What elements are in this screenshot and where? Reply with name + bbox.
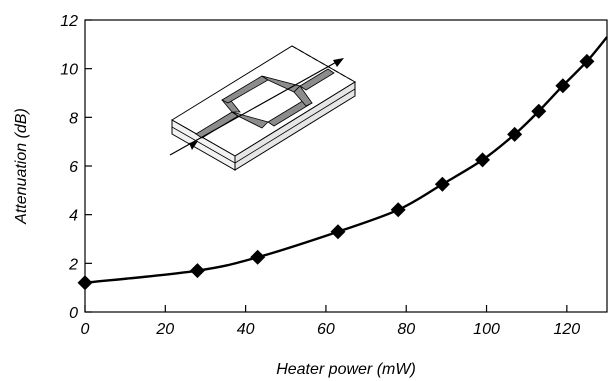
y-tick-label: 6 — [69, 159, 78, 176]
x-tick-label: 80 — [397, 321, 415, 338]
y-axis-label: Attenuation (dB) — [13, 108, 30, 225]
waveguide-join — [293, 85, 313, 107]
data-point — [555, 78, 571, 94]
x-tick-label: 40 — [237, 321, 255, 338]
data-point — [531, 103, 547, 119]
x-tick-label: 120 — [553, 321, 580, 338]
data-point — [579, 53, 595, 69]
data-curve — [84, 36, 608, 284]
mach-zehnder-interferometer-icon — [169, 45, 356, 171]
data-point — [330, 224, 346, 240]
x-tick-label: 100 — [473, 321, 500, 338]
waveguide-output — [299, 68, 335, 91]
plot-frame — [84, 19, 608, 313]
data-point — [189, 263, 205, 279]
plot-border — [84, 19, 608, 313]
y-tick-label: 0 — [69, 305, 78, 322]
y-tick-label: 10 — [60, 62, 78, 79]
y-tick-label: 8 — [69, 110, 78, 127]
axis-ticks — [84, 19, 568, 313]
data-point — [77, 275, 93, 291]
data-point — [507, 126, 523, 142]
x-tick-label: 60 — [317, 321, 335, 338]
arrow-head-input — [189, 141, 198, 150]
data-point — [250, 249, 266, 265]
waveguide — [195, 68, 335, 139]
light-path — [169, 59, 341, 156]
data-point — [434, 176, 450, 192]
data-markers — [77, 53, 595, 291]
tick-labels: 0 20 40 60 80 100 120 0 2 4 6 8 10 12 — [60, 13, 580, 338]
slab-layer-line — [171, 126, 236, 164]
y-tick-label: 12 — [60, 13, 78, 30]
data-point — [475, 152, 491, 168]
x-axis-label: Heater power (mW) — [276, 361, 416, 378]
arrow-head — [333, 58, 344, 67]
dashed-edge — [291, 45, 356, 83]
x-tick-label: 0 — [81, 321, 90, 338]
y-tick-label: 4 — [69, 208, 78, 225]
slab-layer-line-side — [234, 88, 356, 164]
y-tick-label: 2 — [68, 256, 78, 273]
x-tick-label: 20 — [155, 321, 174, 338]
data-point — [390, 202, 406, 218]
